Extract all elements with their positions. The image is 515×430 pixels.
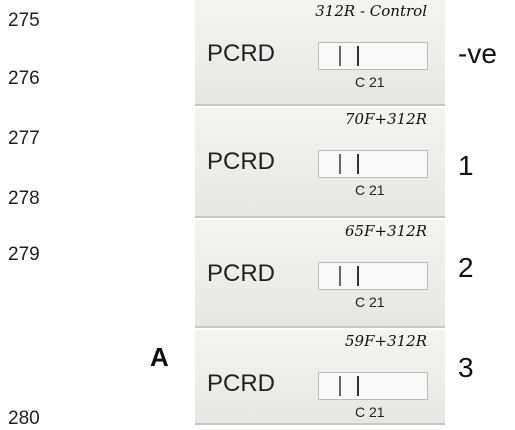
handwritten-label: 65F+312R [345,222,427,240]
panel-label: A [150,342,169,373]
result-label: -ve [458,38,497,70]
result-window [318,372,428,400]
figure: 275276277278279280312R - ControlPCRDC 21… [0,0,515,423]
brand-label: PCRD [207,370,275,398]
result-label: 3 [458,352,474,384]
line-number: 275 [8,10,40,32]
brand-label: PCRD [207,40,275,68]
result-window [318,150,428,178]
line-number: 279 [8,244,40,266]
window-label: C 21 [355,182,385,198]
brand-label: PCRD [207,260,275,288]
result-window [318,42,428,70]
handwritten-label: 312R - Control [315,2,427,20]
line-number: 280 [8,408,40,430]
brand-label: PCRD [207,148,275,176]
result-label: 1 [458,150,474,182]
line-number: 278 [8,188,40,210]
line-number: 277 [8,128,40,150]
result-label: 2 [458,252,474,284]
window-label: C 21 [355,74,385,90]
result-window [318,262,428,290]
window-label: C 21 [355,404,385,420]
test-strip: 59F+312R PCRD C 21 [195,330,445,425]
test-strip: 70F+312R PCRD C 21 [195,108,445,218]
test-strip: 312R - Control PCRD C 21 [195,0,445,106]
test-strip: 65F+312R PCRD C 21 [195,220,445,328]
handwritten-label: 70F+312R [345,110,427,128]
window-label: C 21 [355,294,385,310]
handwritten-label: 59F+312R [345,332,427,350]
line-number: 276 [8,68,40,90]
